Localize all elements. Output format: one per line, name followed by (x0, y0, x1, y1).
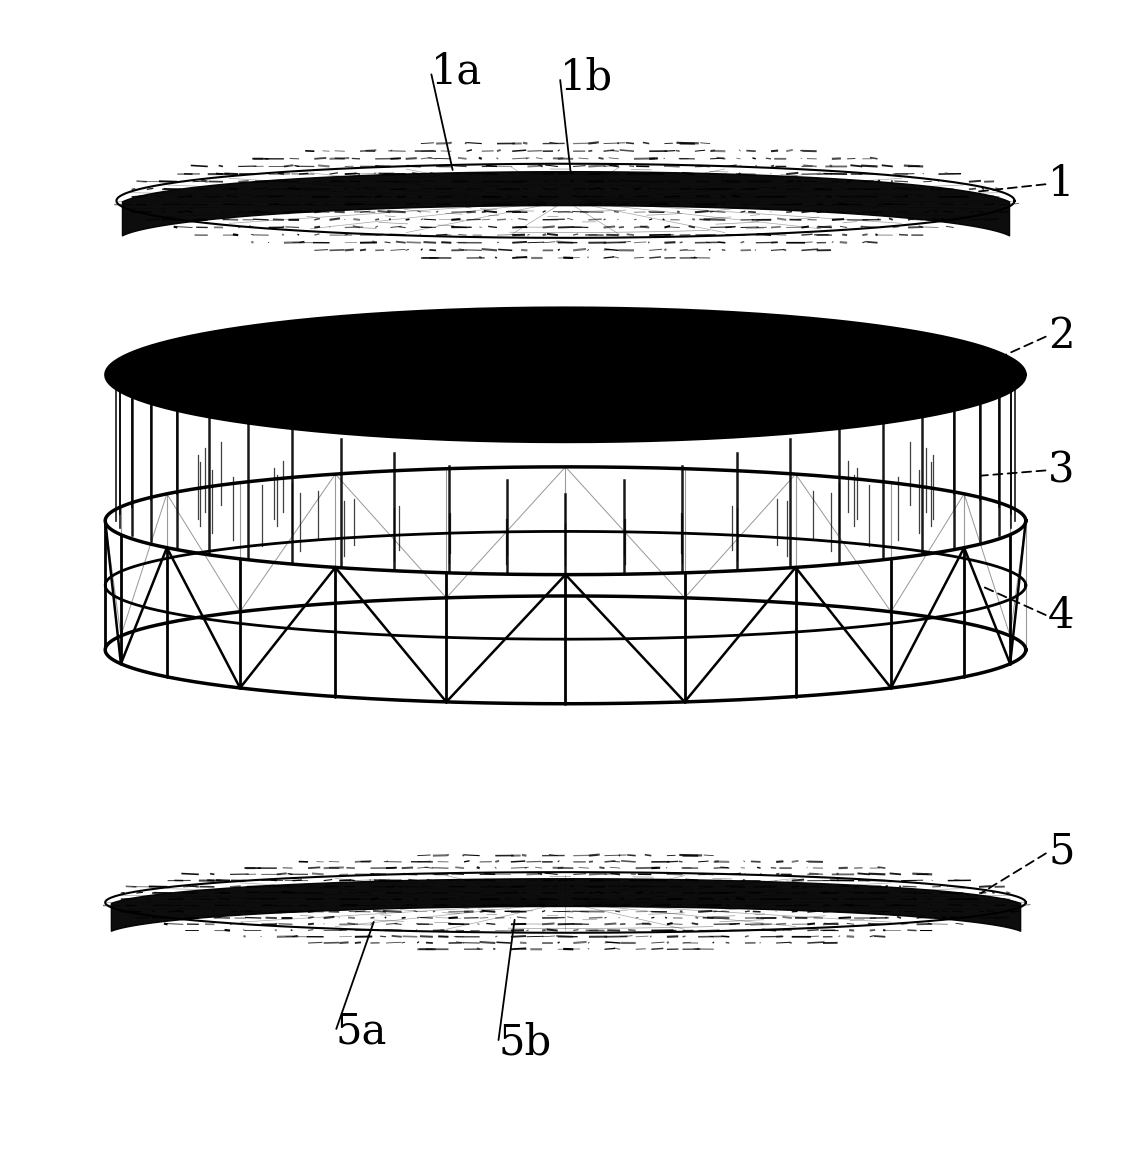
Text: 1: 1 (1048, 163, 1074, 205)
Polygon shape (105, 521, 1026, 704)
Text: 5b: 5b (498, 1022, 552, 1064)
Text: 5: 5 (1048, 831, 1074, 873)
Text: 1a: 1a (431, 51, 482, 93)
Text: 4: 4 (1048, 595, 1074, 637)
Text: 1b: 1b (560, 56, 613, 98)
Text: 3: 3 (1048, 450, 1074, 492)
Ellipse shape (105, 308, 1026, 443)
Text: 2: 2 (1048, 315, 1074, 356)
Text: 5a: 5a (336, 1010, 387, 1052)
